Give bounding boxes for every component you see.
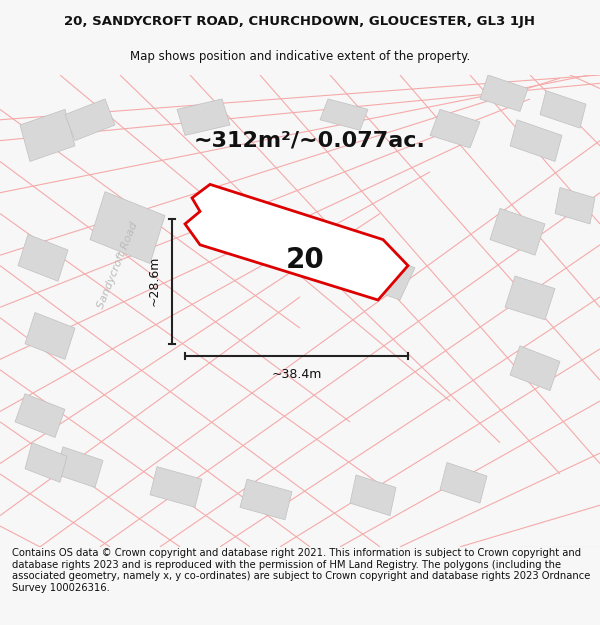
Polygon shape — [430, 109, 480, 148]
Text: ~38.4m: ~38.4m — [271, 369, 322, 381]
Polygon shape — [177, 99, 230, 136]
Polygon shape — [355, 252, 415, 300]
Text: ~312m²/~0.077ac.: ~312m²/~0.077ac. — [194, 131, 426, 151]
Polygon shape — [15, 394, 65, 438]
Polygon shape — [490, 208, 545, 255]
Polygon shape — [25, 442, 67, 483]
Text: Map shows position and indicative extent of the property.: Map shows position and indicative extent… — [130, 50, 470, 62]
Polygon shape — [555, 188, 595, 224]
Text: 20, SANDYCROFT ROAD, CHURCHDOWN, GLOUCESTER, GL3 1JH: 20, SANDYCROFT ROAD, CHURCHDOWN, GLOUCES… — [65, 14, 536, 28]
Polygon shape — [55, 447, 103, 488]
Polygon shape — [350, 475, 396, 516]
Text: Contains OS data © Crown copyright and database right 2021. This information is : Contains OS data © Crown copyright and d… — [12, 548, 590, 593]
Text: ~28.6m: ~28.6m — [148, 256, 161, 306]
Polygon shape — [240, 479, 292, 520]
Polygon shape — [320, 99, 368, 130]
Polygon shape — [150, 467, 202, 508]
Polygon shape — [510, 120, 562, 161]
Polygon shape — [20, 109, 75, 161]
Polygon shape — [440, 462, 487, 503]
Polygon shape — [18, 234, 68, 281]
Text: 20: 20 — [286, 246, 325, 274]
Polygon shape — [295, 221, 355, 271]
Polygon shape — [185, 184, 408, 300]
Polygon shape — [90, 192, 165, 264]
Polygon shape — [65, 99, 115, 141]
Polygon shape — [510, 346, 560, 391]
Polygon shape — [540, 91, 586, 128]
Text: Sandycroft Road: Sandycroft Road — [96, 221, 140, 311]
Polygon shape — [505, 276, 555, 320]
Polygon shape — [480, 75, 528, 111]
Polygon shape — [25, 312, 75, 359]
